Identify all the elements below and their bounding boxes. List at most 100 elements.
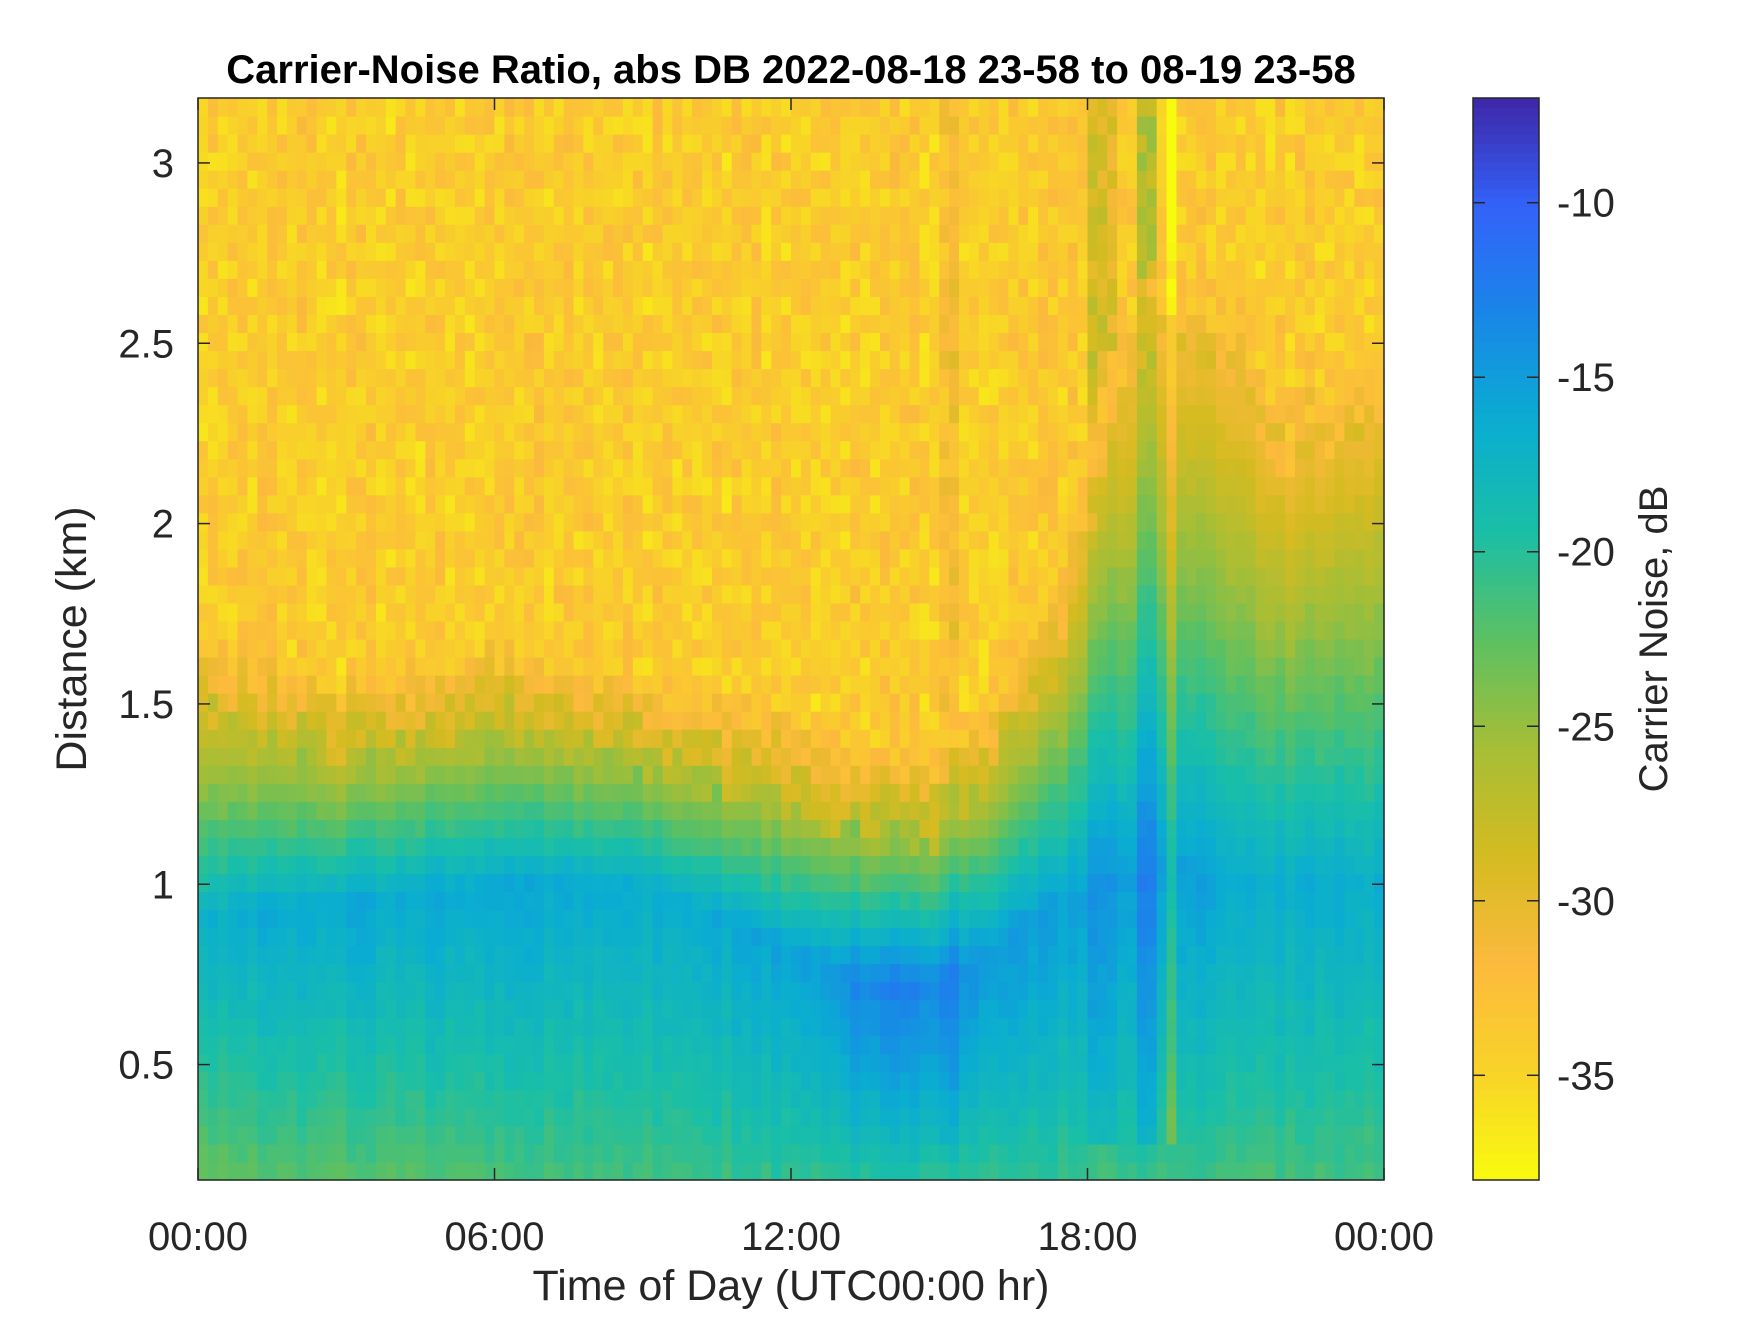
heatmap-cell <box>198 584 209 604</box>
heatmap-cell <box>889 494 901 514</box>
heatmap-cell <box>484 458 496 478</box>
heatmap-cell <box>632 873 644 893</box>
heatmap-cell <box>949 170 960 189</box>
heatmap-cell <box>613 1089 624 1109</box>
heatmap-cell <box>514 368 525 388</box>
heatmap-cell <box>929 350 940 370</box>
heatmap-cell <box>484 350 496 370</box>
heatmap-cell <box>682 476 693 496</box>
heatmap-cell <box>474 548 486 568</box>
heatmap-cell <box>296 530 308 550</box>
heatmap-cell <box>919 927 930 947</box>
heatmap-cell <box>1018 1017 1029 1037</box>
heatmap-cell <box>217 783 229 802</box>
heatmap-cell <box>346 1089 357 1109</box>
heatmap-cell <box>454 170 466 189</box>
heatmap-cell <box>632 260 644 279</box>
heatmap-cell <box>781 1125 792 1145</box>
heatmap-cell <box>899 278 911 297</box>
heatmap-cell <box>613 152 624 171</box>
heatmap-cell <box>781 206 792 225</box>
heatmap-cell <box>919 747 930 766</box>
heatmap-cell <box>296 639 308 658</box>
heatmap-cell <box>573 927 585 947</box>
heatmap-cell <box>257 1161 268 1181</box>
heatmap-cell <box>879 116 891 135</box>
heatmap-cell <box>860 693 871 712</box>
heatmap-cell <box>306 314 318 334</box>
heatmap-cell <box>217 1089 229 1109</box>
heatmap-cell <box>198 639 209 658</box>
heatmap-cell <box>731 1143 743 1163</box>
heatmap-cell <box>207 530 219 550</box>
heatmap-cell <box>810 1053 822 1073</box>
heatmap-cell <box>553 458 565 478</box>
heatmap-cell <box>207 512 219 532</box>
heatmap-cell <box>830 512 842 532</box>
heatmap-cell <box>919 639 930 658</box>
heatmap-cell <box>692 278 703 297</box>
heatmap-cell <box>277 801 288 820</box>
heatmap-cell <box>326 999 337 1019</box>
heatmap-cell <box>791 116 802 135</box>
heatmap-cell <box>622 260 634 279</box>
heatmap-cell <box>978 711 990 730</box>
heatmap-cell <box>870 981 881 1001</box>
heatmap-cell <box>959 134 970 153</box>
heatmap-cell <box>929 837 940 856</box>
heatmap-cell <box>642 1071 654 1091</box>
heatmap-cell <box>632 657 644 676</box>
heatmap-cell <box>988 1125 1000 1145</box>
heatmap-cell <box>1008 350 1019 370</box>
heatmap-cell <box>474 765 486 784</box>
heatmap-cell <box>524 152 535 171</box>
heatmap-cell <box>207 206 219 225</box>
heatmap-cell <box>464 206 476 225</box>
heatmap-cell <box>415 440 426 460</box>
heatmap-cell <box>217 332 229 352</box>
heatmap-cell <box>672 368 683 388</box>
heatmap-cell <box>375 458 387 478</box>
heatmap-cell <box>316 729 328 748</box>
heatmap-cell <box>207 999 219 1019</box>
heatmap-cell <box>356 747 367 766</box>
heatmap-cell <box>899 1017 911 1037</box>
heatmap-cell <box>939 260 950 279</box>
heatmap-cell <box>514 1089 525 1109</box>
heatmap-cell <box>771 1035 782 1055</box>
heatmap-cell <box>939 530 950 550</box>
heatmap-cell <box>919 620 930 640</box>
heatmap-cell <box>385 602 397 622</box>
heatmap-cell <box>702 693 713 712</box>
heatmap-cell <box>543 1053 555 1073</box>
heatmap-cell <box>652 1089 664 1109</box>
heatmap-cell <box>534 350 545 370</box>
heatmap-cell <box>751 1089 762 1109</box>
heatmap-cell <box>622 1089 634 1109</box>
heatmap-cell <box>356 783 367 802</box>
heatmap-cell <box>494 440 505 460</box>
heatmap-cell <box>652 494 664 514</box>
heatmap-cell <box>504 855 515 875</box>
heatmap-cell <box>820 1035 832 1055</box>
heatmap-cell <box>840 116 851 135</box>
heatmap-cell <box>622 1035 634 1055</box>
heatmap-cell <box>296 1071 308 1091</box>
heatmap-cell <box>632 314 644 334</box>
heatmap-cell <box>583 404 594 424</box>
heatmap-cell <box>711 819 723 838</box>
heatmap-cell <box>603 1125 614 1145</box>
heatmap-cell <box>366 476 377 496</box>
heatmap-cell <box>968 152 980 171</box>
heatmap-cell <box>702 602 713 622</box>
heatmap-cell <box>800 170 812 189</box>
heatmap-cell <box>1008 98 1019 117</box>
heatmap-cell <box>286 783 298 802</box>
heatmap-cell <box>968 134 980 153</box>
heatmap-cell <box>642 224 654 243</box>
heatmap-cell <box>800 855 812 875</box>
heatmap-cell <box>425 188 436 207</box>
heatmap-cell <box>445 530 456 550</box>
heatmap-cell <box>870 891 881 911</box>
heatmap-cell <box>968 476 980 496</box>
